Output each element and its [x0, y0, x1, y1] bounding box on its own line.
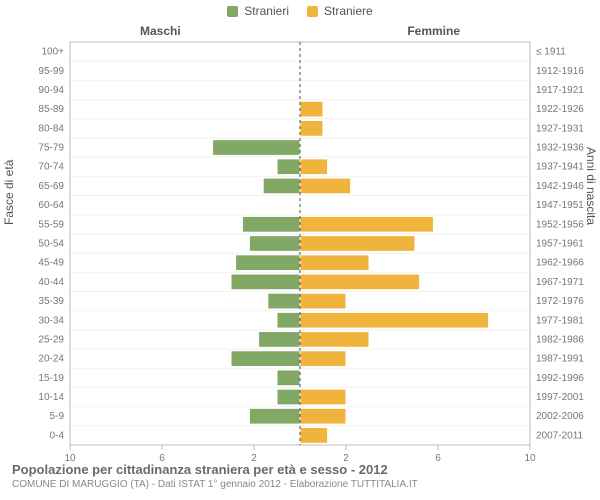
age-label: 30-34: [38, 315, 64, 326]
bar-female: [300, 312, 489, 328]
age-label: 70-74: [38, 162, 64, 173]
bar-male: [249, 408, 300, 424]
birth-label: 1962-1966: [536, 258, 584, 269]
birth-label: 2002-2006: [536, 411, 584, 422]
age-label: 75-79: [38, 143, 64, 154]
chart-title: Popolazione per cittadinanza straniera p…: [12, 462, 588, 477]
age-label: 40-44: [38, 277, 64, 288]
bar-male: [259, 332, 300, 348]
bar-female: [300, 332, 369, 348]
chart-footer: Popolazione per cittadinanza straniera p…: [12, 462, 588, 490]
birth-label: 1927-1931: [536, 123, 584, 134]
birth-label: 1977-1981: [536, 315, 584, 326]
bar-female: [300, 178, 351, 194]
birth-label: 1967-1971: [536, 277, 584, 288]
age-label: 10-14: [38, 392, 64, 403]
birth-label: 2007-2011: [536, 430, 584, 441]
birth-label: 1912-1916: [536, 66, 584, 77]
age-label: 35-39: [38, 296, 64, 307]
bar-female: [300, 293, 346, 309]
bar-female: [300, 101, 323, 117]
birth-label: 1987-1991: [536, 354, 584, 365]
age-label: 85-89: [38, 104, 64, 115]
bar-male: [231, 351, 300, 367]
bar-male: [243, 216, 301, 232]
chart-source: COMUNE DI MARUGGIO (TA) - Dati ISTAT 1° …: [12, 479, 588, 490]
age-label: 60-64: [38, 200, 64, 211]
age-label: 90-94: [38, 85, 64, 96]
age-label: 0-4: [50, 430, 65, 441]
birth-label: 1992-1996: [536, 373, 584, 384]
age-label: 5-9: [50, 411, 65, 422]
age-label: 95-99: [38, 66, 64, 77]
bar-female: [300, 389, 346, 405]
bar-male: [263, 178, 300, 194]
birth-label: 1932-1936: [536, 143, 584, 154]
bar-female: [300, 159, 328, 175]
bar-female: [300, 428, 328, 444]
birth-label: 1937-1941: [536, 162, 584, 173]
bar-male: [249, 236, 300, 252]
age-label: 50-54: [38, 239, 64, 250]
age-label: 55-59: [38, 219, 64, 230]
bar-male: [268, 293, 300, 309]
birth-label: 1997-2001: [536, 392, 584, 403]
age-label: 25-29: [38, 334, 64, 345]
bar-male: [277, 370, 300, 386]
age-label: 80-84: [38, 123, 64, 134]
birth-label: 1942-1946: [536, 181, 584, 192]
bar-male: [277, 389, 300, 405]
birth-label: 1972-1976: [536, 296, 584, 307]
bar-female: [300, 216, 433, 232]
birth-label: 1947-1951: [536, 200, 584, 211]
bar-male: [236, 255, 300, 271]
age-label: 15-19: [38, 373, 64, 384]
birth-label: 1982-1986: [536, 334, 584, 345]
bar-female: [300, 274, 420, 290]
bar-female: [300, 255, 369, 271]
age-label: 65-69: [38, 181, 64, 192]
bar-male: [277, 312, 300, 328]
birth-label: ≤ 1911: [536, 47, 566, 58]
population-pyramid: 100+ ≤ 1911 95-99 1912-1916 90-94 1917-1921 85…: [0, 0, 600, 500]
bar-male: [277, 159, 300, 175]
birth-label: 1952-1956: [536, 219, 584, 230]
bar-male: [231, 274, 300, 290]
age-label: 45-49: [38, 258, 64, 269]
bar-female: [300, 408, 346, 424]
birth-label: 1922-1926: [536, 104, 584, 115]
bar-female: [300, 236, 415, 252]
bar-female: [300, 351, 346, 367]
birth-label: 1957-1961: [536, 239, 584, 250]
birth-label: 1917-1921: [536, 85, 584, 96]
bar-female: [300, 120, 323, 136]
age-label: 20-24: [38, 354, 64, 365]
age-label: 100+: [41, 47, 64, 58]
bar-male: [213, 140, 300, 156]
